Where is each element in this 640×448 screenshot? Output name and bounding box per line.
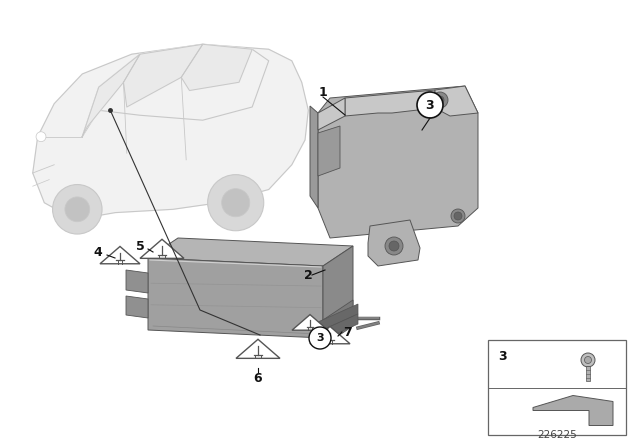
Circle shape [454,212,462,220]
Text: 3: 3 [498,350,507,363]
Circle shape [584,357,591,363]
Polygon shape [126,296,148,318]
Text: 4: 4 [93,246,102,258]
FancyBboxPatch shape [488,340,626,435]
Circle shape [436,96,444,104]
Text: 3: 3 [426,99,435,112]
Polygon shape [323,246,353,338]
Polygon shape [435,86,478,116]
Circle shape [309,327,331,349]
Polygon shape [310,327,350,344]
Circle shape [451,209,465,223]
Polygon shape [100,246,140,264]
Polygon shape [345,90,435,116]
Polygon shape [124,44,203,107]
Text: 6: 6 [253,371,262,384]
Text: 7: 7 [344,326,353,339]
Polygon shape [148,238,353,266]
Circle shape [221,189,250,217]
Polygon shape [318,126,340,176]
Polygon shape [310,106,318,208]
Polygon shape [181,44,252,90]
Polygon shape [318,98,345,130]
Polygon shape [533,396,613,426]
Circle shape [65,197,90,222]
Circle shape [389,241,399,251]
Polygon shape [140,239,184,258]
Circle shape [385,237,403,255]
Text: 5: 5 [136,240,145,253]
Bar [586,366,590,381]
Polygon shape [323,300,353,346]
Polygon shape [148,258,323,338]
Circle shape [36,132,46,142]
Polygon shape [83,54,140,137]
Circle shape [207,175,264,231]
Polygon shape [318,86,478,238]
Text: 3: 3 [316,333,324,343]
Circle shape [417,92,443,118]
Polygon shape [33,44,308,219]
Circle shape [432,92,448,108]
Text: 226225: 226225 [537,430,577,440]
Polygon shape [83,44,269,137]
Polygon shape [368,220,420,266]
Polygon shape [236,339,280,358]
Polygon shape [292,314,328,330]
Circle shape [52,185,102,234]
Polygon shape [318,304,358,332]
Polygon shape [318,314,358,342]
Polygon shape [126,270,148,293]
Circle shape [581,353,595,367]
Text: 2: 2 [303,268,312,281]
Text: 1: 1 [319,86,328,99]
